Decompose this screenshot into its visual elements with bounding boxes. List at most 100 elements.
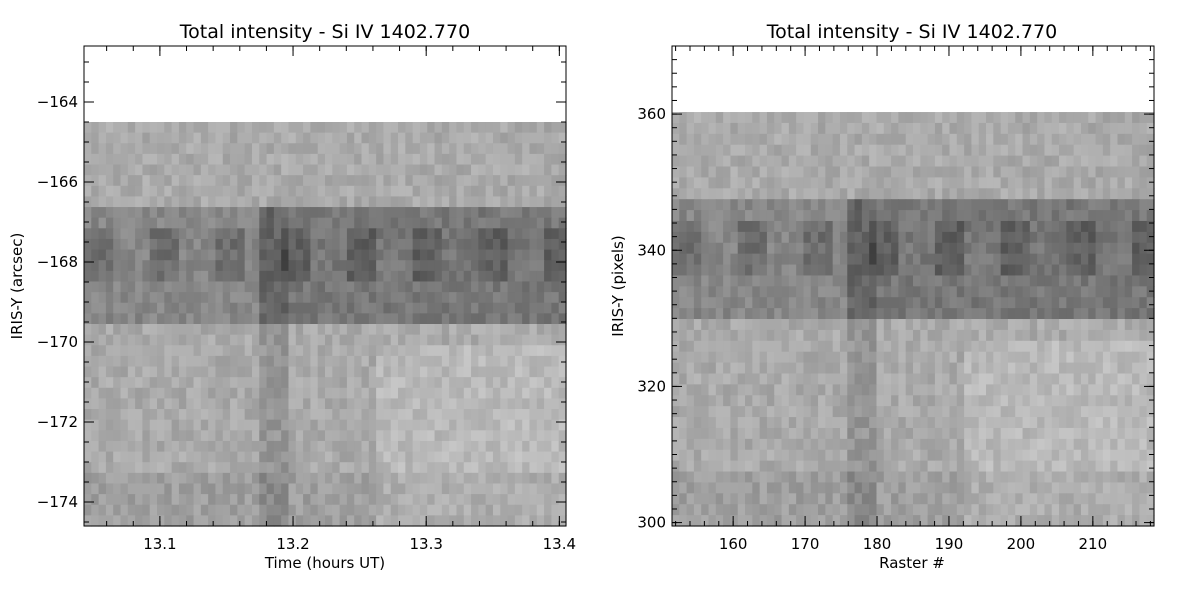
heatmap-cell <box>905 319 914 331</box>
heatmap-cell <box>1073 417 1082 429</box>
heatmap-cell <box>295 270 304 283</box>
heatmap-cell <box>788 340 797 353</box>
heatmap-cell <box>208 143 217 155</box>
heatmap-cell <box>500 377 509 389</box>
heatmap-cell <box>135 153 144 166</box>
heatmap-cell <box>142 409 151 421</box>
heatmap-cell <box>346 515 355 527</box>
heatmap-cell <box>142 483 151 495</box>
heatmap-cell <box>478 122 487 134</box>
heatmap-cell <box>708 177 717 189</box>
heatmap-cell <box>193 355 202 368</box>
heatmap-cell <box>818 210 826 222</box>
heatmap-cell <box>708 144 717 157</box>
heatmap-cell <box>832 493 841 505</box>
heatmap-cell <box>1146 438 1155 451</box>
heatmap-cell <box>1007 122 1016 135</box>
heatmap-cell <box>1124 122 1133 135</box>
heatmap-cell <box>558 398 567 410</box>
heatmap-cell <box>825 427 834 440</box>
heatmap-cell <box>98 153 107 166</box>
heatmap-cell <box>376 387 385 400</box>
heatmap-cell <box>1015 460 1024 473</box>
heatmap-cell <box>492 196 501 208</box>
heatmap-cell <box>788 384 797 396</box>
heatmap-cell <box>1139 395 1148 407</box>
heatmap-cell <box>686 427 695 440</box>
heatmap-cell <box>441 440 450 453</box>
heatmap-cell <box>485 355 494 368</box>
heatmap-cell <box>796 460 805 473</box>
heatmap-cell <box>485 270 494 283</box>
heatmap-cell <box>522 409 531 421</box>
heatmap-cell <box>927 384 936 396</box>
heatmap-cell <box>186 409 195 421</box>
heatmap-cell <box>1000 297 1009 309</box>
heatmap-cell <box>507 387 516 400</box>
heatmap-cell <box>1000 362 1009 375</box>
heatmap-cell <box>825 253 834 266</box>
heatmap-cell <box>934 242 943 255</box>
heatmap-cell <box>774 155 783 168</box>
heatmap-cell <box>186 334 195 346</box>
heatmap-cell <box>536 292 545 304</box>
heatmap-cell <box>1073 384 1082 396</box>
heatmap-cell <box>788 427 797 440</box>
heatmap-cell <box>142 292 151 304</box>
heatmap-cell <box>492 313 501 325</box>
heatmap-cell <box>1044 177 1053 189</box>
heatmap-cell <box>927 231 936 244</box>
heatmap-cell <box>295 483 304 495</box>
heatmap-cell <box>398 313 406 325</box>
heatmap-cell <box>339 302 348 314</box>
heatmap-cell <box>193 409 202 421</box>
heatmap-cell <box>390 302 399 314</box>
heatmap-cell <box>478 281 487 293</box>
heatmap-cell <box>1139 210 1148 222</box>
heatmap-cell <box>98 302 107 314</box>
heatmap-cell <box>544 143 552 155</box>
heatmap-cell <box>1037 319 1046 331</box>
heatmap-cell <box>113 238 122 251</box>
heatmap-cell <box>551 462 560 474</box>
heatmap-cell <box>222 281 231 293</box>
heatmap-cell <box>157 207 165 219</box>
heatmap-cell <box>1132 210 1140 222</box>
heatmap-cell <box>774 427 783 440</box>
heatmap-cell <box>346 334 355 346</box>
heatmap-cell <box>913 427 921 440</box>
heatmap-cell <box>361 122 370 134</box>
heatmap-cell <box>273 313 282 325</box>
heatmap-cell <box>383 494 392 506</box>
heatmap-cell <box>788 493 797 505</box>
heatmap-cell <box>949 155 958 168</box>
heatmap-cell <box>715 395 724 407</box>
heatmap-cell <box>325 260 333 272</box>
heatmap-cell <box>1022 210 1031 222</box>
heatmap-cell <box>485 324 494 336</box>
heatmap-cell <box>157 313 165 325</box>
heatmap-cell <box>251 430 260 442</box>
heatmap-cell <box>149 207 158 219</box>
heatmap-cell <box>551 313 560 325</box>
heatmap-cell <box>419 122 428 134</box>
heatmap-cell <box>1029 155 1038 168</box>
heatmap-cell <box>1088 406 1097 418</box>
heatmap-cell <box>730 471 739 484</box>
heatmap-cell <box>927 471 936 484</box>
heatmap-cell <box>993 166 1002 178</box>
heatmap-cell <box>942 112 951 124</box>
heatmap-cell <box>149 451 158 463</box>
heatmap-cell <box>1139 319 1148 331</box>
heatmap-cell <box>1080 166 1089 178</box>
heatmap-cell <box>361 451 370 463</box>
heatmap-cell <box>672 275 680 287</box>
heatmap-cell <box>1066 340 1075 353</box>
heatmap-cell <box>861 144 870 157</box>
heatmap-cell <box>98 398 107 410</box>
heatmap-cell <box>715 417 724 429</box>
heatmap-cell <box>672 297 680 309</box>
heatmap-cell <box>500 504 509 516</box>
heatmap-cell <box>427 270 436 283</box>
heatmap-cell <box>686 133 695 146</box>
